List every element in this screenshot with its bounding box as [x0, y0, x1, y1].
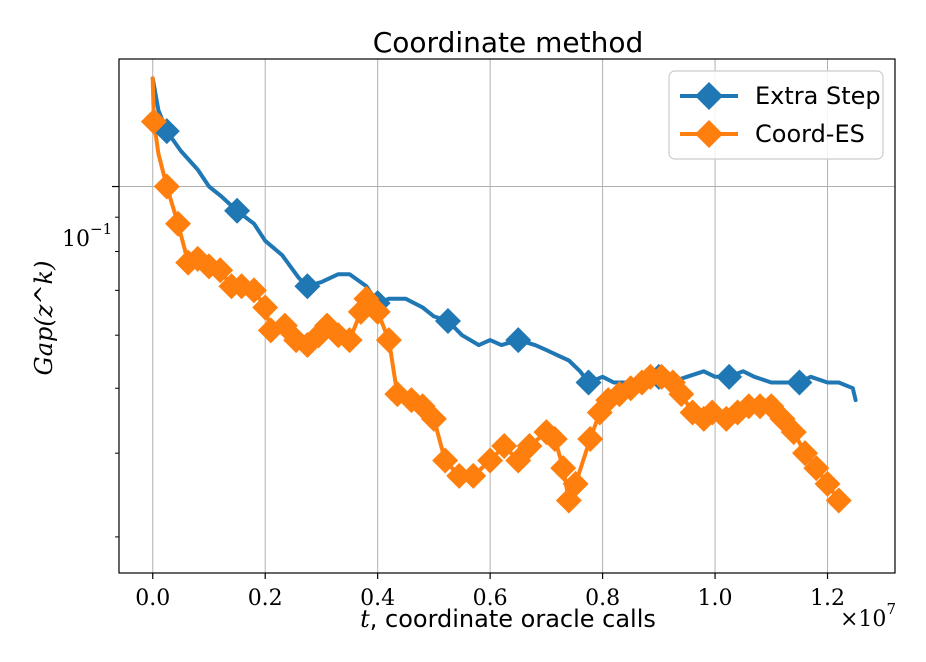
data-point-coord-es: [477, 447, 504, 474]
data-point-coord-es: [792, 440, 819, 467]
y-tick-label-base: 10: [62, 227, 90, 252]
data-point-coord-es: [153, 173, 180, 200]
x-multiplier-base: ×10: [840, 607, 886, 632]
data-point-extra-step: [505, 327, 532, 354]
series-layer: [140, 76, 858, 514]
data-point-coord-es: [803, 455, 830, 482]
data-point-extra-step: [716, 363, 743, 390]
data-point-coord-es: [491, 432, 518, 459]
x-axis-label: t, coordinate oracle calls: [360, 605, 656, 633]
data-point-coord-es: [577, 425, 604, 452]
data-point-coord-es: [541, 425, 568, 452]
x-tick-label: 0.0: [135, 586, 170, 611]
data-point-coord-es: [446, 462, 473, 489]
legend-label-coord-es: Coord-ES: [755, 120, 865, 148]
legend-entry-coord-es: Coord-ES: [680, 120, 865, 148]
data-point-coord-es: [375, 327, 402, 354]
x-tick-label: 0.6: [473, 586, 508, 611]
data-point-coord-es: [364, 298, 391, 325]
plot-frame: [118, 58, 896, 574]
data-point-extra-step: [434, 307, 461, 334]
data-point-coord-es: [420, 405, 447, 432]
legend-box: [668, 70, 884, 160]
data-point-coord-es: [562, 470, 589, 497]
data-point-extra-step: [224, 197, 251, 224]
legend-entry-extra-step: Extra Step: [680, 82, 881, 110]
x-tick-label: 0.8: [585, 586, 620, 611]
x-axis-label-var: t: [360, 605, 370, 633]
legend-marker-coord-es: [695, 120, 723, 148]
legend: Extra Step Coord-ES: [668, 70, 884, 160]
data-point-coord-es: [550, 455, 577, 482]
data-point-coord-es: [516, 432, 543, 459]
data-point-coord-es: [240, 277, 267, 304]
y-tick-label: 10−1: [62, 220, 112, 252]
data-point-coord-es: [814, 470, 841, 497]
legend-label-extra-step: Extra Step: [755, 82, 881, 110]
x-multiplier-exp: 7: [886, 600, 896, 618]
data-point-coord-es: [175, 249, 202, 276]
data-point-coord-es: [432, 447, 459, 474]
data-point-coord-es: [165, 210, 192, 237]
x-tick-label: 1.0: [698, 586, 733, 611]
data-point-coord-es: [780, 419, 807, 446]
data-point-coord-es: [336, 327, 363, 354]
data-point-coord-es: [140, 108, 167, 135]
y-axis-label: Gap(z^k): [30, 261, 58, 376]
data-point-coord-es: [207, 257, 234, 284]
x-tick-label: 1.2: [810, 586, 845, 611]
ticks: 0.0 0.2 0.4 0.6 0.8 1.0 1.2: [112, 185, 845, 611]
data-point-coord-es: [252, 294, 279, 321]
legend-marker-extra-step: [695, 82, 723, 110]
data-point-extra-step: [575, 369, 602, 396]
x-tick-label: 0.2: [248, 586, 283, 611]
data-point-extra-step: [294, 273, 321, 300]
data-point-coord-es: [668, 381, 695, 408]
data-point-coord-es: [460, 462, 487, 489]
x-tick-label: 0.4: [360, 586, 395, 611]
x-multiplier: ×107: [840, 600, 896, 632]
y-tick-label-exp: −1: [90, 220, 112, 238]
data-point-coord-es: [825, 487, 852, 514]
x-axis-label-text: , coordinate oracle calls: [370, 605, 656, 633]
data-point-extra-step: [786, 369, 813, 396]
chart-title: Coordinate method: [373, 26, 644, 59]
